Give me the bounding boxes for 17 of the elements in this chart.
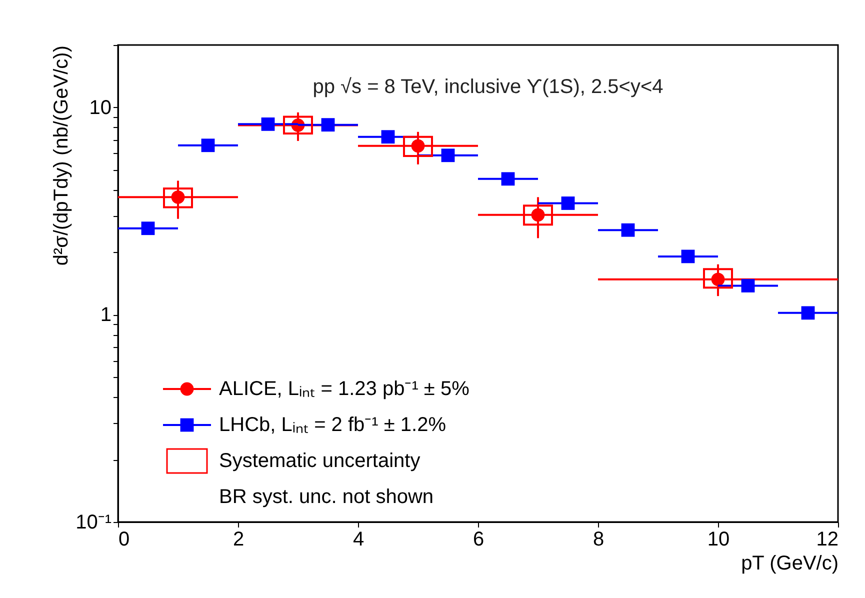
y-axis-title: d²σ/(dpTdy) (nb/(GeV/c)): [50, 46, 73, 266]
x-tick-label: 12: [816, 528, 838, 550]
x-tick-label: 6: [472, 528, 484, 550]
y-tick-label: 10: [89, 96, 112, 119]
legend-label: ALICE, Lᵢₙₜ = 1.23 pb⁻¹ ± 5%: [219, 378, 470, 400]
x-tick-label: 4: [352, 528, 364, 550]
x-tick-label: 2: [232, 528, 244, 550]
x-tick-label: 10: [707, 528, 730, 550]
legend-label: LHCb, Lᵢₙₜ = 2 fb⁻¹ ± 1.2%: [219, 414, 446, 436]
y-tick-label: 1: [100, 304, 112, 326]
x-tick-label: 0: [118, 528, 130, 550]
annotation: BR syst. unc. not shown: [219, 486, 434, 508]
legend-label: Systematic uncertainty: [219, 450, 420, 472]
text: pp √s = 8 TeV, inclusive ϒ(1S), 2.5<y<4: [312, 76, 664, 98]
x-tick-label: 8: [592, 528, 604, 550]
y-tick-label: 10⁻¹: [76, 512, 112, 534]
x-axis-title: pT (GeV/c): [741, 552, 838, 574]
